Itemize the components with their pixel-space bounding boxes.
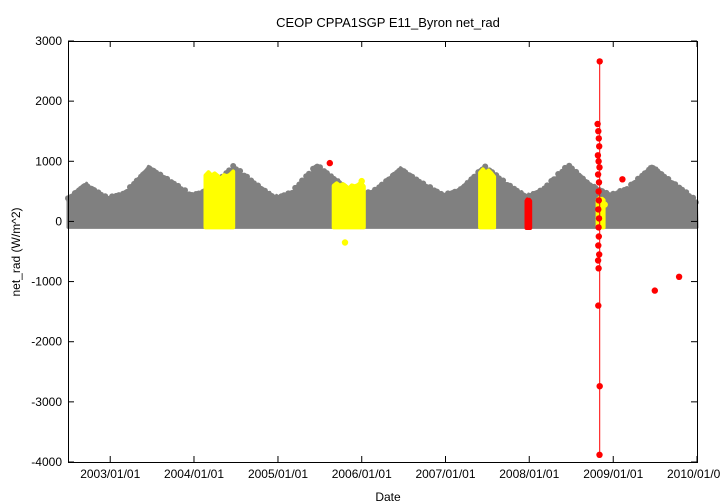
- flag-point-red: [595, 197, 602, 204]
- flag-block-yellow: [478, 167, 497, 230]
- y-tick-label: -3000: [31, 395, 62, 409]
- x-tick-label: 2008/01/01: [499, 467, 559, 481]
- x-tick-label: 2009/01/01: [583, 467, 643, 481]
- y-tick-label: 2000: [35, 94, 62, 108]
- base-point: [427, 184, 434, 191]
- flag-point-red: [595, 179, 603, 186]
- x-tick-label: 2007/01/01: [415, 467, 475, 481]
- base-point: [629, 185, 636, 192]
- y-tick-label: 0: [55, 214, 62, 228]
- flag-block-yellow: [331, 180, 366, 230]
- flag-point-yellow: [341, 239, 349, 246]
- base-point: [549, 182, 556, 188]
- base-point: [672, 181, 679, 188]
- flag-block-yellow: [203, 169, 236, 230]
- flag-point-yellow: [358, 177, 365, 185]
- flag-point-red: [596, 251, 603, 258]
- flag-point-red: [596, 58, 603, 65]
- base-point: [317, 164, 323, 171]
- axes: -4000 -3000 -2000 -1000 0 1000 2000 3000 2003/01…: [31, 34, 720, 481]
- chart-title: CEOP CPPA1SGP E11_Byron net_rad: [276, 15, 500, 30]
- y-tick-label: 1000: [35, 154, 62, 168]
- flag-point-red: [326, 159, 333, 167]
- base-point: [164, 175, 171, 182]
- flag-point-red: [596, 383, 603, 390]
- base-point: [297, 184, 304, 191]
- flag-point-red: [595, 206, 602, 213]
- flag-point-red: [595, 135, 602, 142]
- base-point: [622, 191, 629, 198]
- flag-point-red: [675, 273, 683, 280]
- flag-point-red: [595, 215, 603, 222]
- flag-block-red: [524, 197, 533, 230]
- flag-point-red: [594, 257, 602, 264]
- base-point: [121, 195, 128, 201]
- base-point: [182, 187, 188, 194]
- y-axis-label: net_rad (W/m^2): [9, 208, 23, 297]
- x-tick-label: 2004/01/01: [164, 467, 224, 481]
- flag-point-red: [596, 451, 603, 458]
- base-point: [244, 173, 250, 180]
- plot-frame: [68, 41, 698, 463]
- flag-point-red: [594, 171, 602, 178]
- y-tick-label: -1000: [31, 275, 62, 289]
- flag-point-red: [595, 158, 602, 165]
- x-axis-label: Date: [375, 490, 401, 504]
- y-tick-label: -2000: [31, 335, 62, 349]
- flag-point-red: [651, 287, 658, 294]
- flag-point-red: [596, 164, 603, 171]
- flag-point-red: [595, 302, 602, 309]
- x-tick-label: 2003/01/01: [80, 467, 140, 481]
- x-tick-label: 2006/01/01: [332, 467, 392, 481]
- flag-point-red: [595, 242, 602, 249]
- flag-point-red: [594, 152, 602, 159]
- flag-point-red: [619, 176, 626, 183]
- flag-point-red: [596, 143, 603, 150]
- flag-point-red: [595, 224, 602, 231]
- flag-point-red: [595, 188, 602, 195]
- base-point: [690, 194, 697, 201]
- x-tick-label: 2005/01/01: [248, 467, 308, 481]
- flag-point-red: [594, 120, 601, 128]
- base-point: [542, 188, 549, 195]
- y-tick-label: 3000: [35, 34, 62, 48]
- plot-area: [65, 58, 699, 458]
- base-point: [304, 177, 311, 184]
- flag-point-red: [595, 233, 602, 240]
- flag-point-red: [595, 265, 602, 272]
- y-tick-label: -4000: [31, 455, 62, 469]
- base-point: [500, 177, 507, 184]
- flag-point-yellow: [601, 201, 608, 208]
- x-tick-label: 2010/01/01: [667, 467, 720, 481]
- base-point: [237, 168, 244, 174]
- base-point: [377, 187, 384, 194]
- flag-point-red: [595, 128, 602, 135]
